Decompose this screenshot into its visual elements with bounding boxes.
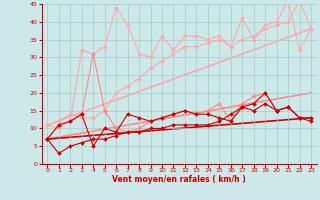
X-axis label: Vent moyen/en rafales ( km/h ): Vent moyen/en rafales ( km/h ) [112,175,246,184]
